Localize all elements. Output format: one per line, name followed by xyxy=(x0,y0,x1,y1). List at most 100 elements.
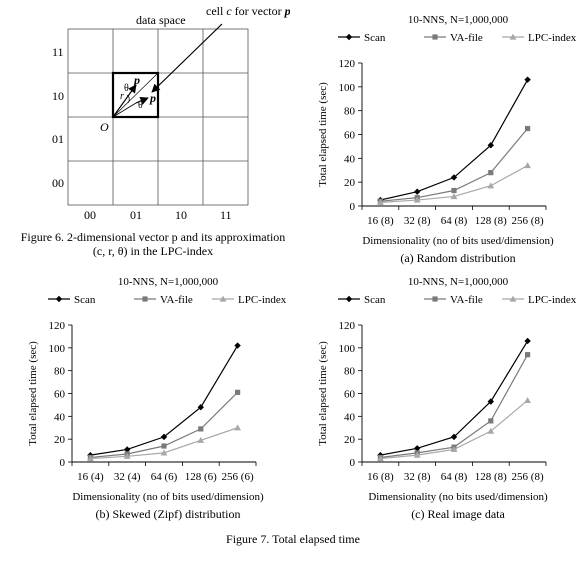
data-point-lpc xyxy=(450,193,458,200)
series-scan xyxy=(377,337,531,459)
data-point-lpc xyxy=(413,196,421,203)
data-point-lpc xyxy=(524,396,531,403)
data-point-lpc xyxy=(87,455,94,462)
data-point-scan xyxy=(524,337,531,345)
vector-p-arrow xyxy=(112,84,137,118)
chart-caption: (c) Real image data xyxy=(411,507,505,521)
x-tick-label: 64 (8) xyxy=(441,471,468,483)
y-tick-label: 100 xyxy=(49,343,66,355)
x-tick-label: 256 (8) xyxy=(512,215,544,227)
legend-marker-lpc xyxy=(509,33,517,40)
cell-label-vec: p xyxy=(284,4,290,18)
figure6-caption-line1: Figure 6. 2-dimensional vector p and its… xyxy=(20,230,286,244)
data-point-lpc xyxy=(524,162,531,169)
y-tick-label: 40 xyxy=(54,411,66,423)
legend-marker-lpc xyxy=(509,295,517,302)
series-lpc xyxy=(87,424,241,462)
data-point-scan xyxy=(524,76,531,83)
cell-c xyxy=(111,71,160,119)
legend-marker-va xyxy=(142,296,148,302)
data-point-scan xyxy=(414,188,421,195)
x-tick-01: 01 xyxy=(130,208,142,222)
x-axis-label: Dimensionality (no of bits used/dimensio… xyxy=(362,235,554,247)
x-tick-label: 128 (6) xyxy=(185,471,217,483)
data-point-scan xyxy=(197,404,204,411)
chart-title: 10-NNS, N=1,000,000 xyxy=(118,276,219,288)
data-point-lpc xyxy=(487,182,495,189)
y-tick-label: 0 xyxy=(350,201,356,213)
x-tick-label: 64 (6) xyxy=(151,471,178,483)
y-tick-00: 00 xyxy=(52,176,64,190)
vector-r-arrow xyxy=(135,97,149,105)
figure7-caption: Figure 7. Total elapsed time xyxy=(226,532,360,546)
legend-marker-va xyxy=(432,34,438,40)
chart-legend: Scan VA-file LPC-index xyxy=(338,294,577,306)
y-tick-label: 80 xyxy=(344,106,356,118)
cell-label-mid: for vector xyxy=(232,4,285,18)
legend-label-lpc: LPC-index xyxy=(528,294,577,306)
legend-label-lpc: LPC-index xyxy=(238,294,287,306)
y-tick-label: 100 xyxy=(339,82,356,94)
theta-label-1: θ xyxy=(124,83,129,94)
chart-svg: 10-NNS, N=1,000,000 Scan VA-file LPC-index 0… xyxy=(317,276,577,521)
cell-label: cell c for vector p xyxy=(206,4,290,18)
x-tick-label: 64 (8) xyxy=(441,215,468,227)
p-label-right: p xyxy=(149,91,156,105)
x-tick-label: 16 (4) xyxy=(77,471,104,483)
y-tick-10: 10 xyxy=(52,89,64,103)
origin-label: O xyxy=(100,120,109,134)
x-tick-label: 16 (8) xyxy=(367,471,394,483)
x-tick-label: 128 (8) xyxy=(475,215,507,227)
series-line-va xyxy=(380,354,529,459)
y-tick-label: 20 xyxy=(344,177,356,189)
y-axis-label: Total elapsed time (sec) xyxy=(317,341,329,446)
data-space-label: data space xyxy=(136,13,186,27)
series-lpc xyxy=(377,162,531,206)
series-line-scan xyxy=(380,79,529,201)
x-tick-00: 00 xyxy=(84,208,96,222)
legend-marker-scan xyxy=(55,295,63,303)
data-space-grid xyxy=(67,28,249,206)
p-label-top: p xyxy=(133,73,140,87)
y-axis-label: Total elapsed time (sec) xyxy=(317,82,329,187)
y-tick-01: 01 xyxy=(52,132,64,146)
r-label: r xyxy=(120,91,124,102)
chart-title: 10-NNS, N=1,000,000 xyxy=(408,14,509,26)
series-va xyxy=(377,125,531,204)
data-point-va xyxy=(525,125,531,132)
chart-caption: (a) Random distribution xyxy=(400,251,515,265)
legend-label-lpc: LPC-index xyxy=(528,32,577,44)
series-lpc xyxy=(377,396,531,462)
series-scan xyxy=(377,76,531,204)
data-point-va xyxy=(161,443,167,449)
data-point-scan xyxy=(487,142,494,149)
chart-b-skewed: 10-NNS, N=1,000,000 Scan VA-file LPC-index 0… xyxy=(10,276,290,528)
y-tick-11: 11 xyxy=(52,45,64,59)
x-axis-label: Dimensionality (no bits used/dimension) xyxy=(368,491,548,503)
data-point-va xyxy=(488,418,494,424)
y-tick-label: 20 xyxy=(54,434,66,446)
legend-label-va: VA-file xyxy=(450,294,483,306)
legend-label-va: VA-file xyxy=(450,32,483,44)
legend-marker-scan xyxy=(345,33,353,41)
data-point-va xyxy=(488,170,494,176)
x-tick-10: 10 xyxy=(175,208,187,222)
x-tick-label: 16 (8) xyxy=(367,215,394,227)
figure6-caption-line2: (c, r, θ) in the LPC-index xyxy=(92,244,214,258)
y-tick-label: 120 xyxy=(339,58,356,70)
series-scan xyxy=(87,342,241,459)
y-tick-label: 80 xyxy=(344,366,356,378)
y-tick-label: 0 xyxy=(60,457,66,469)
cell-pointer-arrow xyxy=(151,23,223,93)
cell-label-prefix: cell xyxy=(206,4,226,18)
x-tick-label: 256 (8) xyxy=(512,471,544,483)
x-tick-label: 128 (8) xyxy=(475,471,507,483)
data-point-va xyxy=(235,389,241,395)
chart-caption: (b) Skewed (Zipf) distribution xyxy=(96,507,241,521)
chart-svg: 10-NNS, N=1,000,000 Scan VA-file LPC-index 0… xyxy=(317,14,577,265)
data-point-lpc xyxy=(197,436,205,443)
chart-legend: Scan VA-file LPC-index xyxy=(48,294,287,306)
data-point-lpc xyxy=(377,455,384,462)
y-tick-label: 0 xyxy=(350,457,356,469)
chart-svg: 10-NNS, N=1,000,000 Scan VA-file LPC-index 0… xyxy=(27,276,287,521)
